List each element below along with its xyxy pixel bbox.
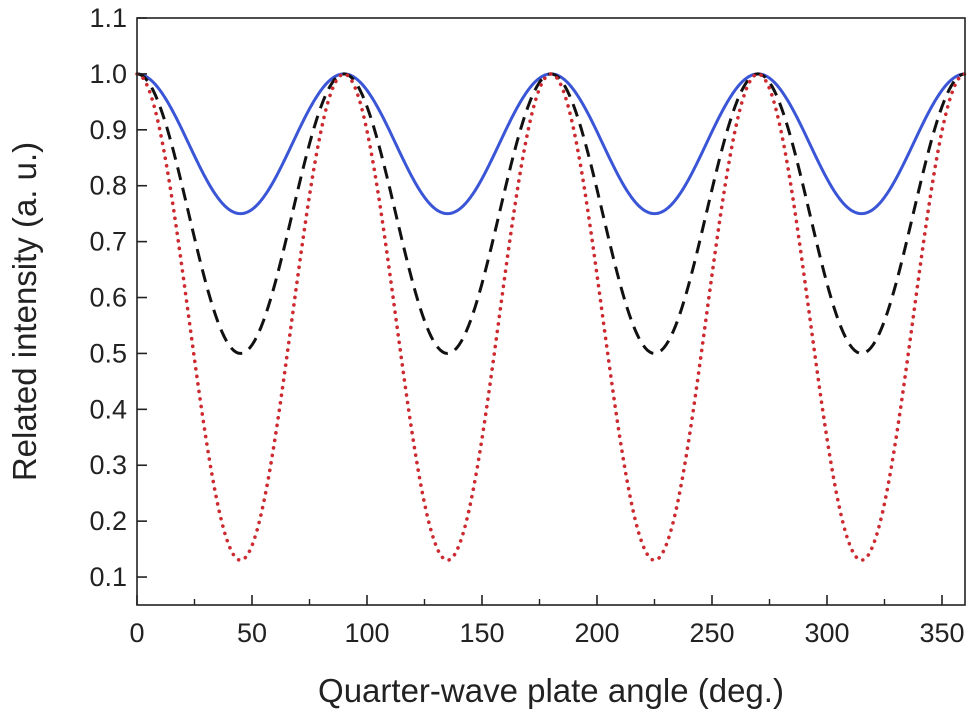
- y-tick-label: 0.3: [89, 450, 127, 480]
- axis-ticks: [136, 17, 943, 605]
- x-tick-label: 150: [459, 618, 504, 648]
- y-tick-label: 0.5: [89, 338, 127, 368]
- tick-labels: 0 50 100 150 200 250 300 350 0.1 0.2 0.3 0.4 0.5 0.6 0…: [89, 3, 964, 648]
- series-dotted-line: [135, 72, 967, 563]
- y-tick-label: 1.1: [89, 3, 127, 33]
- x-tick-label: 200: [574, 618, 619, 648]
- x-tick-label: 0: [129, 618, 144, 648]
- y-tick-label: 0.1: [89, 562, 127, 592]
- series-layer: [135, 72, 967, 563]
- x-tick-label: 100: [344, 618, 389, 648]
- plot-frame: [136, 17, 966, 606]
- series-dashed-line: [136, 72, 966, 355]
- y-tick-label: 1.0: [89, 59, 127, 89]
- y-tick-label: 0.2: [89, 506, 127, 536]
- y-tick-label: 0.6: [89, 283, 127, 313]
- x-tick-label: 250: [689, 618, 734, 648]
- x-axis-title: Quarter-wave plate angle (deg.): [318, 672, 784, 709]
- x-tick-label: 50: [237, 618, 267, 648]
- y-tick-label: 0.9: [89, 115, 127, 145]
- y-tick-label: 0.4: [89, 394, 127, 424]
- y-tick-label: 0.7: [89, 227, 127, 257]
- series-solid-line: [136, 72, 966, 216]
- x-tick-label: 350: [919, 618, 964, 648]
- y-axis-title: Related intensity (a. u.): [6, 142, 43, 481]
- y-tick-label: 0.8: [89, 171, 127, 201]
- x-tick-label: 300: [804, 618, 849, 648]
